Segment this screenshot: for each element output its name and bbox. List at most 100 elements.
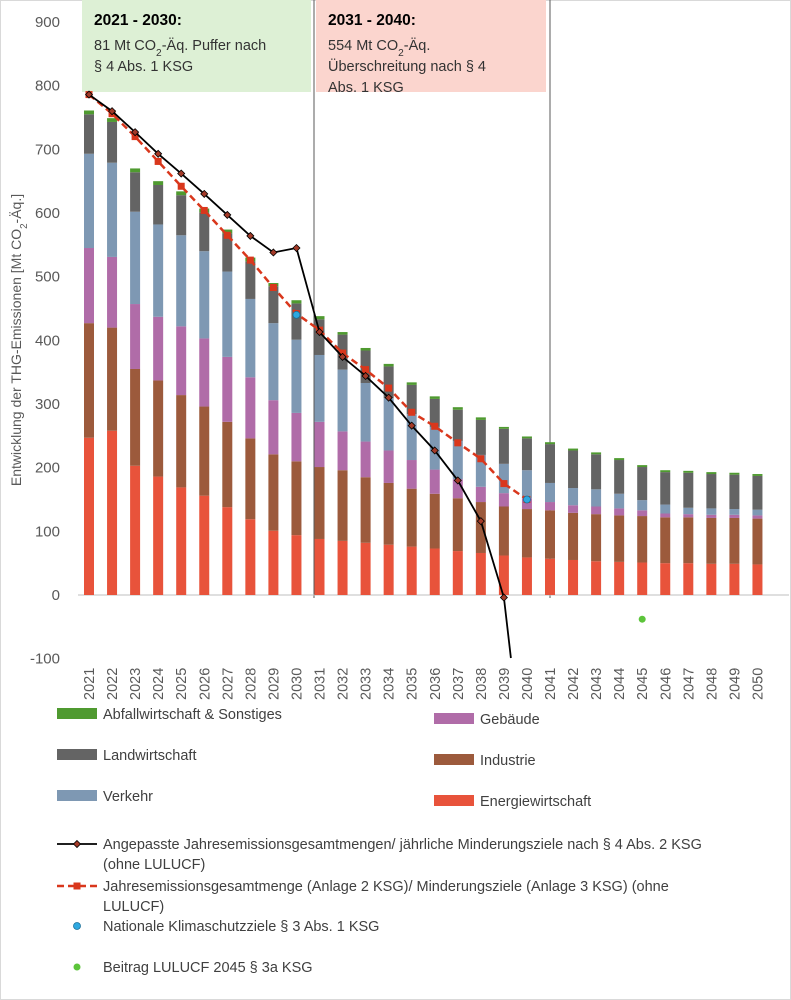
bar-industrie-2042 [568,512,579,560]
marker-anlage-2-2037 [454,439,462,447]
bar-verkehr-2041 [545,482,555,503]
bar-industrie-2032 [337,470,348,541]
x-tick-2039: 2039 [497,668,513,700]
x-tick-2047: 2047 [681,668,697,700]
bar-geb-ude-2023 [130,304,141,369]
bar-abfallwirtschaft-sonstiges-2045 [637,465,648,468]
x-tick-2037: 2037 [451,668,467,700]
legend-label-industrie: Industrie [480,753,536,769]
bar-abfallwirtschaft-sonstiges-2022 [107,118,118,122]
marker-angepasst-2026 [200,189,209,198]
bar-verkehr-2048 [706,508,717,515]
bar-industrie-2026 [199,406,210,496]
bar-geb-ude-2048 [706,514,717,518]
bar-geb-ude-2047 [683,514,694,518]
period-text-2-1: 554 Mt CO2-Äq. [328,37,430,59]
bar-abfallwirtschaft-sonstiges-2030 [291,300,302,304]
bar-energiewirtschaft-2042 [568,559,579,595]
bar-industrie-2035 [406,488,417,547]
period-title-2: 2031 - 2040: [328,12,416,29]
bar-energiewirtschaft-2046 [660,563,671,595]
legend-label-klimaschutzziel: Nationale Klimaschutzziele § 3 Abs. 1 KS… [103,919,379,935]
bar-industrie-2038 [475,502,486,553]
marker-anlage-2-2033 [362,366,370,374]
bar-abfallwirtschaft-sonstiges-2027 [222,229,233,234]
y-tick--100: -100 [30,651,60,668]
bar-verkehr-2021 [84,153,94,249]
bar-geb-ude-2042 [568,505,579,513]
bar-energiewirtschaft-2025 [176,487,187,595]
marker-angepasst-2030 [292,243,301,253]
x-tick-2035: 2035 [405,668,421,700]
bar-verkehr-2045 [637,500,648,511]
x-tick-2029: 2029 [266,668,282,700]
x-tick-2036: 2036 [428,668,444,700]
bar-geb-ude-2025 [176,326,187,396]
period-text-2-3: Abs. 1 KSG [328,80,404,96]
bar-energiewirtschaft-2028 [245,519,256,595]
bar-verkehr-2026 [199,251,210,339]
bar-energiewirtschaft-2050 [752,564,763,595]
bar-industrie-2045 [637,516,648,563]
bar-energiewirtschaft-2039 [498,555,509,595]
marker-anlage-2-2035 [408,408,416,416]
bar-abfallwirtschaft-sonstiges-2032 [337,332,348,335]
x-tick-2021: 2021 [82,668,98,700]
legend-swatch-abfallwirtschaft-sonstiges [57,708,97,719]
bar-industrie-2044 [614,515,625,562]
bar-landwirtschaft-2048 [706,474,717,509]
period-box-2 [316,0,546,92]
marker-angepasst-2032 [338,352,347,361]
bar-landwirtschaft-2025 [176,195,187,236]
bar-landwirtschaft-2023 [130,172,141,212]
bar-verkehr-2023 [130,211,141,305]
legend-label-energiewirtschaft: Energiewirtschaft [480,794,591,810]
bar-verkehr-2025 [176,235,187,327]
legend-marker-lulucf [73,963,81,971]
bar-abfallwirtschaft-sonstiges-2043 [591,452,602,455]
y-tick-400: 400 [35,332,60,349]
bar-geb-ude-2021 [84,248,94,324]
bar-abfallwirtschaft-sonstiges-2044 [614,458,625,461]
bar-industrie-2039 [498,506,509,556]
bar-verkehr-2022 [107,162,118,257]
bar-industrie-2048 [706,517,717,564]
y-tick-900: 900 [35,14,60,31]
bar-energiewirtschaft-2032 [337,540,348,595]
x-tick-2042: 2042 [566,668,582,700]
bar-industrie-2021 [84,323,94,438]
bar-industrie-2047 [683,517,694,564]
bar-landwirtschaft-2037 [452,409,463,441]
bar-abfallwirtschaft-sonstiges-2049 [729,472,740,475]
bar-landwirtschaft-2046 [660,472,671,505]
bar-energiewirtschaft-2023 [130,465,141,595]
y-tick-700: 700 [35,141,60,158]
x-tick-2040: 2040 [520,668,536,700]
x-tick-2022: 2022 [105,668,121,700]
bar-energiewirtschaft-2030 [291,535,302,595]
bar-abfallwirtschaft-sonstiges-2040 [521,436,532,439]
bar-geb-ude-2037 [452,479,463,499]
marker-angepasst-2027 [223,210,232,219]
y-tick-500: 500 [35,269,60,286]
bar-industrie-2036 [429,493,440,549]
bar-geb-ude-2029 [268,400,279,455]
bar-geb-ude-2034 [383,450,394,483]
bar-geb-ude-2038 [475,486,486,503]
bar-industrie-2025 [176,395,187,488]
bar-geb-ude-2036 [429,469,440,494]
bar-landwirtschaft-2030 [291,303,302,340]
x-tick-2049: 2049 [727,668,743,700]
marker-angepasst-2039 [499,593,508,602]
bar-industrie-2031 [314,467,325,539]
bar-abfallwirtschaft-sonstiges-2033 [360,347,371,351]
y-tick-600: 600 [35,205,60,222]
x-tick-2046: 2046 [658,668,674,700]
marker-anlage-2-2023 [131,133,139,141]
bar-industrie-2043 [591,514,602,562]
bar-verkehr-2040 [521,470,532,499]
x-tick-2050: 2050 [750,668,766,700]
marker-angepasst-2023 [131,128,140,137]
bar-industrie-2050 [752,518,763,565]
marker-angepasst-2037 [453,476,462,485]
